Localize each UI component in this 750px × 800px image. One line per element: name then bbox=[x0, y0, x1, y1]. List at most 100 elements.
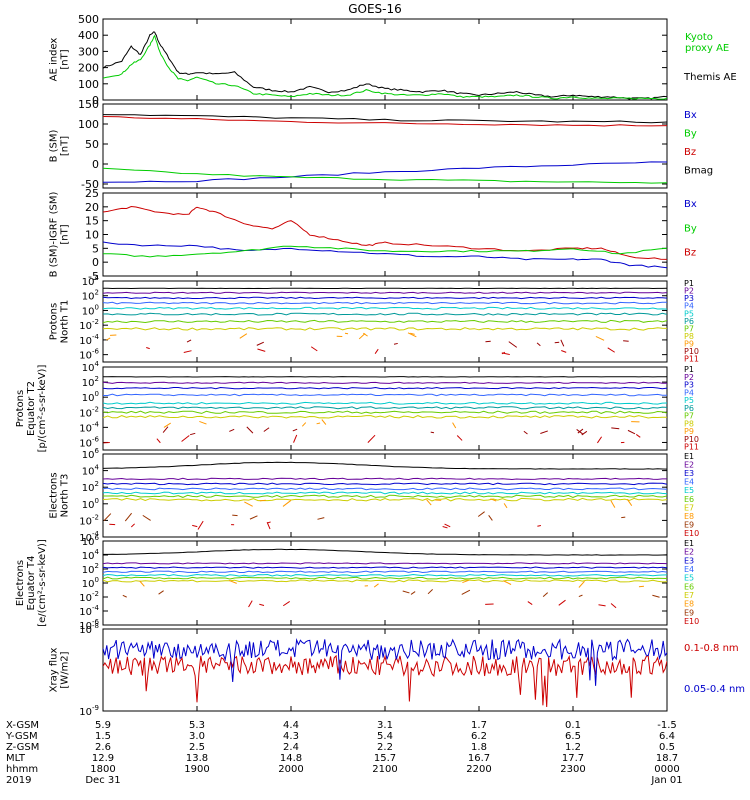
legend-entry: E1 bbox=[684, 539, 694, 548]
ephemeris-value: 15.7 bbox=[374, 753, 396, 764]
flux-series-line bbox=[103, 415, 667, 419]
flux-series-line bbox=[103, 381, 667, 384]
flux-segment bbox=[577, 428, 584, 434]
flux-segment bbox=[427, 589, 433, 595]
legend-entry: E6 bbox=[684, 495, 694, 504]
ephemeris-value: 1900 bbox=[184, 764, 209, 775]
y-axis-label: Protons bbox=[15, 390, 26, 427]
legend-entry: E8 bbox=[684, 600, 694, 609]
legend-entry: By bbox=[684, 223, 697, 234]
y-tick-label: 10-2 bbox=[79, 318, 99, 332]
y-tick-label: -50 bbox=[81, 178, 99, 191]
y-tick-label: 100 bbox=[82, 303, 99, 317]
series-line-bx bbox=[103, 241, 667, 269]
y-tick-label: 300 bbox=[78, 45, 99, 58]
legend-entry: P3 bbox=[684, 381, 694, 390]
ephemeris-value: 2.2 bbox=[377, 742, 393, 753]
flux-segment bbox=[189, 432, 196, 436]
flux-segment bbox=[321, 419, 327, 425]
flux-segment bbox=[282, 601, 290, 607]
flux-segment bbox=[536, 342, 541, 347]
panel-xray: 10-9 10-8 Xray flux [W/m2] 0.1-0.8 nm 0.05-0.… bbox=[49, 622, 746, 718]
flux-segment bbox=[317, 517, 325, 520]
flux-segment bbox=[232, 514, 238, 517]
flux-segment bbox=[452, 422, 457, 429]
y-axis-label: [W/m2] bbox=[60, 651, 71, 688]
legend-entry: E4 bbox=[684, 565, 694, 574]
flux-segment bbox=[163, 422, 171, 428]
flux-segment bbox=[598, 604, 606, 607]
y-tick-label: 104 bbox=[82, 548, 100, 562]
ephemeris-value: 0.1 bbox=[565, 720, 581, 731]
flux-segment bbox=[393, 342, 398, 345]
y-tick-label: 100 bbox=[78, 118, 99, 131]
flux-segment bbox=[542, 592, 549, 598]
legend-entry: P4 bbox=[684, 388, 694, 397]
flux-series-line bbox=[103, 573, 667, 577]
flux-segment bbox=[623, 340, 629, 342]
legend-entry: P8 bbox=[684, 419, 694, 428]
y-tick-label: 0 bbox=[92, 256, 99, 269]
ephemeris-row-label: Z-GSM bbox=[6, 742, 39, 753]
legend-entry: By bbox=[684, 129, 697, 140]
flux-segment bbox=[122, 594, 127, 598]
ephemeris-value: 1.5 bbox=[95, 731, 111, 742]
y-axis-label: Electrons bbox=[49, 472, 60, 518]
y-tick-label: 104 bbox=[82, 360, 100, 374]
y-tick-label: 104 bbox=[82, 464, 100, 478]
flux-series-line bbox=[103, 406, 667, 410]
flux-segment bbox=[626, 498, 633, 506]
flux-segment bbox=[523, 430, 528, 435]
legend-entry: E6 bbox=[684, 582, 694, 591]
y-axis-label: Equator T4 bbox=[26, 556, 37, 611]
legend-entry: P6 bbox=[684, 317, 694, 326]
legend-entry: P9 bbox=[684, 340, 694, 349]
flux-segment bbox=[259, 499, 266, 502]
legend-entry: Kyoto bbox=[685, 32, 713, 43]
legend-entry: E2 bbox=[684, 461, 694, 470]
flux-segment bbox=[442, 526, 448, 529]
legend-entry: P7 bbox=[684, 412, 694, 421]
flux-segment bbox=[610, 500, 616, 508]
flux-segment bbox=[363, 332, 368, 337]
legend-entry: 0.05-0.4 nm bbox=[684, 684, 745, 695]
legend-entry: Themis AE bbox=[683, 72, 737, 83]
y-axis-label: [e/(cm²-s-sr-keV)] bbox=[37, 539, 48, 627]
y-axis-label: North T1 bbox=[60, 300, 71, 344]
xray-series-line bbox=[103, 654, 667, 708]
ephemeris-value: 16.7 bbox=[468, 753, 490, 764]
legend-entry: P6 bbox=[684, 404, 694, 413]
flux-segment bbox=[607, 347, 615, 353]
flux-segment bbox=[461, 589, 471, 595]
flux-segment bbox=[181, 435, 190, 442]
ephemeris-value: 1.8 bbox=[471, 742, 487, 753]
flux-segment bbox=[477, 511, 485, 517]
legend-entry: E10 bbox=[684, 529, 699, 538]
flux-segment bbox=[410, 332, 415, 335]
series-line-bz bbox=[103, 205, 667, 260]
flux-series-line bbox=[103, 562, 667, 565]
flux-segment bbox=[410, 591, 416, 595]
y-axis-label: AE index bbox=[49, 38, 60, 82]
flux-series-line bbox=[103, 491, 667, 495]
ephemeris-value: Dec 31 bbox=[85, 775, 120, 786]
legend-entry: E9 bbox=[684, 608, 694, 617]
flux-segment bbox=[558, 599, 566, 606]
ephemeris-value: Jan 01 bbox=[650, 775, 682, 786]
legend-entry: P8 bbox=[684, 332, 694, 341]
flux-segment bbox=[611, 427, 620, 430]
ephemeris-row-label: MLT bbox=[6, 753, 26, 764]
series-group bbox=[103, 205, 667, 269]
panel-frame bbox=[102, 192, 668, 277]
flux-segment bbox=[358, 333, 366, 340]
y-tick-label: 400 bbox=[78, 29, 99, 42]
flux-segment bbox=[488, 515, 493, 521]
flux-segment bbox=[456, 435, 463, 441]
flux-segment bbox=[282, 500, 292, 507]
legend-entry: P9 bbox=[684, 427, 694, 436]
y-tick-label: 20 bbox=[85, 201, 99, 214]
flux-segment bbox=[578, 594, 583, 598]
